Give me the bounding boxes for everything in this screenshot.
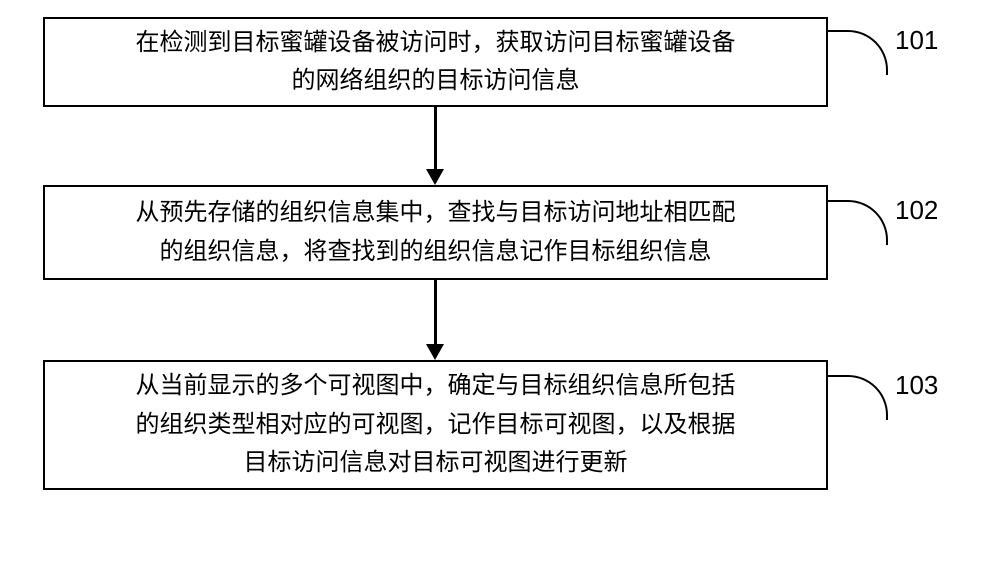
box-3-text: 从当前显示的多个可视图中，确定与目标组织信息所包括 的组织类型相对应的可视图，记… [136,367,736,482]
box-1-line-2: 的网络组织的目标访问信息 [292,67,580,94]
connector-2 [828,200,888,245]
flowchart-box-3: 从当前显示的多个可视图中，确定与目标组织信息所包括 的组织类型相对应的可视图，记… [43,360,828,490]
arrow-head-1 [426,169,444,185]
box-3-line-1: 从当前显示的多个可视图中，确定与目标组织信息所包括 [136,372,736,399]
flowchart-container: 在检测到目标蜜罐设备被访问时，获取访问目标蜜罐设备 的网络组织的目标访问信息 1… [0,0,1000,562]
step-label-3: 103 [895,370,938,401]
box-2-text: 从预先存储的组织信息集中，查找与目标访问地址相匹配 的组织信息，将查找到的组织信… [136,194,736,271]
box-1-text: 在检测到目标蜜罐设备被访问时，获取访问目标蜜罐设备 的网络组织的目标访问信息 [136,24,736,101]
step-label-1: 101 [895,25,938,56]
box-2-line-1: 从预先存储的组织信息集中，查找与目标访问地址相匹配 [136,199,736,226]
arrow-line-2 [434,280,437,344]
flowchart-box-1: 在检测到目标蜜罐设备被访问时，获取访问目标蜜罐设备 的网络组织的目标访问信息 [43,17,828,107]
arrow-line-1 [434,107,437,169]
box-2-line-2: 的组织信息，将查找到的组织信息记作目标组织信息 [160,238,712,265]
box-3-line-3: 目标访问信息对目标可视图进行更新 [244,449,628,476]
connector-3 [828,375,888,420]
flowchart-box-2: 从预先存储的组织信息集中，查找与目标访问地址相匹配 的组织信息，将查找到的组织信… [43,185,828,280]
step-label-2: 102 [895,195,938,226]
box-1-line-1: 在检测到目标蜜罐设备被访问时，获取访问目标蜜罐设备 [136,29,736,56]
arrow-head-2 [426,344,444,360]
box-3-line-2: 的组织类型相对应的可视图，记作目标可视图，以及根据 [136,411,736,438]
connector-1 [828,30,888,75]
